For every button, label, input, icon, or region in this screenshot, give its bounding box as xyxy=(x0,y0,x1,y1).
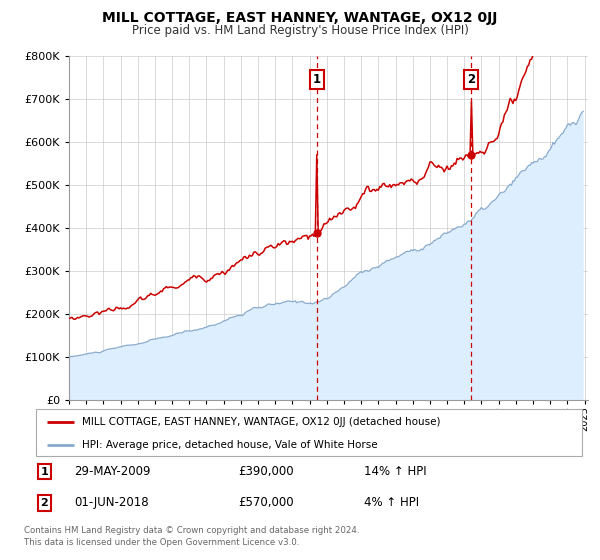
Text: MILL COTTAGE, EAST HANNEY, WANTAGE, OX12 0JJ (detached house): MILL COTTAGE, EAST HANNEY, WANTAGE, OX12… xyxy=(82,417,441,427)
Text: MILL COTTAGE, EAST HANNEY, WANTAGE, OX12 0JJ: MILL COTTAGE, EAST HANNEY, WANTAGE, OX12… xyxy=(103,11,497,25)
Text: 14% ↑ HPI: 14% ↑ HPI xyxy=(364,465,426,478)
Text: £390,000: £390,000 xyxy=(238,465,293,478)
Text: HPI: Average price, detached house, Vale of White Horse: HPI: Average price, detached house, Vale… xyxy=(82,440,378,450)
Text: 01-JUN-2018: 01-JUN-2018 xyxy=(74,496,149,510)
Text: Contains HM Land Registry data © Crown copyright and database right 2024.
This d: Contains HM Land Registry data © Crown c… xyxy=(24,526,359,547)
Text: 2: 2 xyxy=(40,498,48,508)
Text: 2: 2 xyxy=(467,73,476,86)
Text: 1: 1 xyxy=(313,73,321,86)
Text: Price paid vs. HM Land Registry's House Price Index (HPI): Price paid vs. HM Land Registry's House … xyxy=(131,24,469,36)
Text: 1: 1 xyxy=(40,466,48,477)
FancyBboxPatch shape xyxy=(36,409,582,456)
Text: 29-MAY-2009: 29-MAY-2009 xyxy=(74,465,151,478)
Text: 4% ↑ HPI: 4% ↑ HPI xyxy=(364,496,419,510)
Text: £570,000: £570,000 xyxy=(238,496,293,510)
